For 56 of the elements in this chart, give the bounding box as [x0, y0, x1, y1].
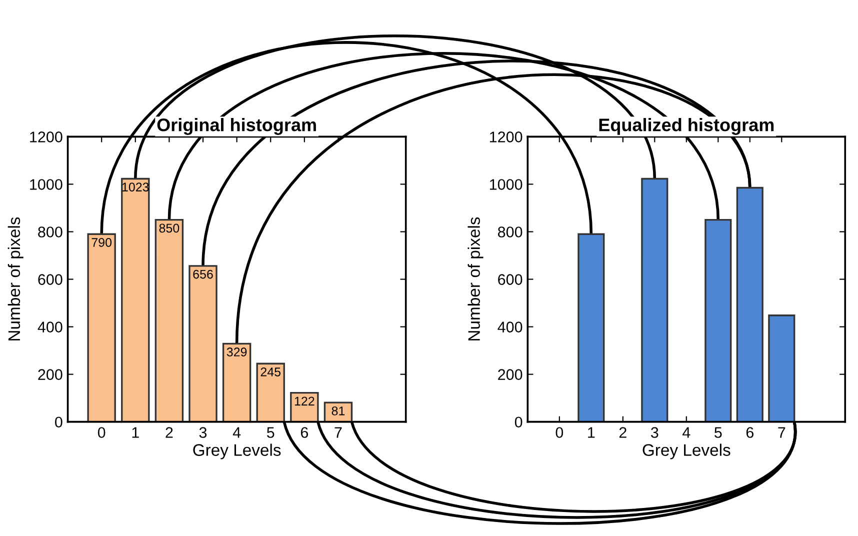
data-label: 245	[260, 368, 281, 376]
x-tick-label: 7	[778, 427, 786, 438]
x-tick-label: 7	[334, 427, 342, 438]
y-tick-label: 1000	[490, 179, 522, 190]
data-label: 656	[193, 270, 213, 279]
data-label: 122	[294, 396, 314, 406]
x-tick-label: 1	[132, 427, 139, 438]
bar	[222, 342, 252, 422]
bar	[324, 402, 353, 422]
x-tick-label: 6	[746, 427, 754, 438]
y-axis-title: Number of pixels	[468, 217, 484, 340]
bar	[188, 265, 218, 422]
x-tick-label: 5	[714, 427, 722, 438]
y-tick-label: 1000	[30, 179, 62, 190]
bar	[256, 362, 285, 422]
bar	[736, 186, 764, 422]
x-tick-label: 3	[650, 427, 658, 438]
y-tick-label: 800	[38, 226, 62, 238]
bar	[704, 219, 732, 422]
y-tick-label: 800	[498, 226, 522, 238]
data-label: 790	[92, 238, 112, 247]
data-label: 81	[332, 406, 345, 416]
y-tick-label: 200	[38, 369, 62, 380]
y-tick-label: 0	[55, 416, 62, 428]
x-tick-label: 4	[232, 427, 241, 438]
x-tick-label: 4	[682, 427, 690, 438]
bar	[154, 219, 184, 422]
y-tick-label: 400	[38, 322, 62, 332]
x-tick-label: 2	[166, 427, 173, 438]
y-tick-label: 1200	[490, 132, 522, 142]
chart-title: Equalized histogram	[599, 118, 774, 135]
bar	[768, 314, 796, 422]
x-axis-title: Grey Levels	[193, 444, 281, 460]
x-tick-label: 3	[199, 427, 207, 438]
x-tick-label: 0	[556, 427, 564, 438]
bar	[290, 392, 319, 422]
y-tick-label: 0	[514, 416, 522, 428]
bar	[641, 178, 668, 422]
bar	[578, 233, 605, 422]
y-tick-label: 400	[498, 322, 522, 332]
bar	[121, 178, 150, 422]
chart-title: Original histogram	[157, 118, 316, 135]
data-label: 329	[226, 348, 247, 356]
x-tick-label: 1	[588, 427, 595, 438]
x-tick-label: 6	[300, 427, 308, 438]
x-tick-label: 0	[98, 427, 106, 438]
y-tick-label: 600	[38, 274, 62, 285]
y-tick-label: 200	[498, 369, 522, 380]
x-tick-label: 5	[266, 427, 274, 438]
x-tick-label: 2	[619, 427, 626, 438]
data-label: 850	[159, 224, 180, 233]
y-tick-label: 1200	[30, 132, 62, 142]
y-axis-title: Number of pixels	[8, 217, 24, 340]
bar	[87, 233, 116, 422]
x-axis-title: Grey Levels	[642, 444, 730, 460]
y-tick-label: 600	[498, 274, 522, 285]
